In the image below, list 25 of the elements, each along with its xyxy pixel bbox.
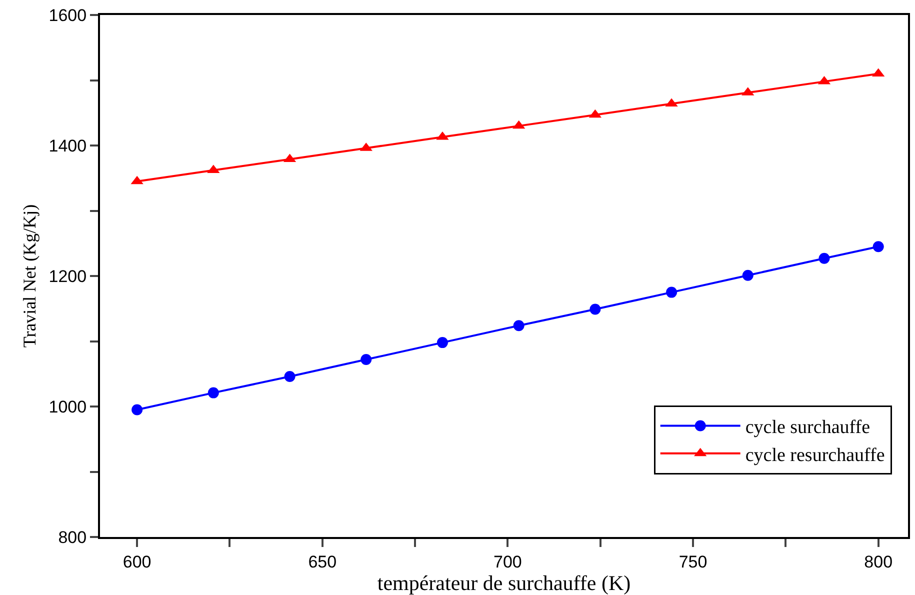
- y-tick-label: 1400: [48, 136, 87, 156]
- point: [360, 354, 372, 366]
- point: [742, 270, 754, 281]
- y-tick-label: 1600: [48, 6, 87, 25]
- x-tick-label: 600: [122, 552, 152, 572]
- x-tick-label: 650: [308, 552, 337, 572]
- point: [872, 241, 884, 252]
- point: [436, 337, 448, 348]
- point: [590, 304, 601, 315]
- y-tick-label: 1200: [48, 266, 87, 286]
- y-axis-title: Travial Net (Kg/Kj): [19, 204, 40, 348]
- x-tick-label: 800: [864, 552, 893, 572]
- point: [208, 387, 219, 398]
- y-tick-label: 1000: [48, 397, 87, 416]
- point: [284, 370, 296, 382]
- x-tick-label: 700: [494, 552, 522, 572]
- x-axis-title: températeur de surchauffe (K): [377, 571, 631, 595]
- x-tick-label: 750: [678, 552, 708, 572]
- point: [513, 320, 524, 332]
- y-tick-label: 800: [58, 528, 87, 547]
- legend-label: cycle resurchauffe: [745, 444, 885, 466]
- point: [818, 252, 830, 264]
- point: [132, 404, 143, 416]
- point: [666, 286, 678, 298]
- legend-label: cycle surchauffe: [745, 417, 870, 438]
